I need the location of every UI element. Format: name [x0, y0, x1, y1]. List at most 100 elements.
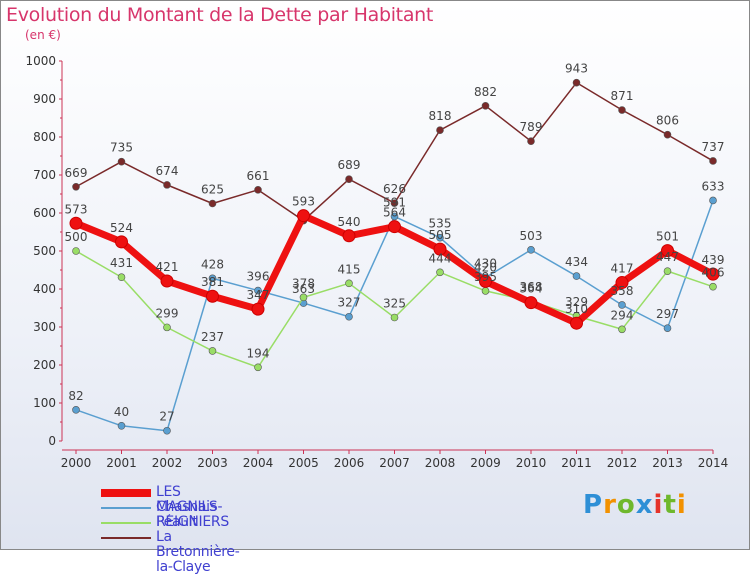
- data-label: 737: [702, 140, 725, 154]
- data-point: [570, 316, 583, 330]
- data-label: 417: [611, 262, 634, 276]
- data-point: [618, 106, 626, 114]
- data-label: 505: [429, 228, 452, 242]
- x-tick-label: 2005: [288, 456, 319, 470]
- data-point: [251, 302, 265, 316]
- x-tick-label: 2010: [516, 456, 547, 470]
- y-tick-label: 100: [33, 396, 56, 410]
- legend-label: Chasnais: [156, 499, 217, 515]
- data-point: [254, 186, 262, 194]
- data-point: [163, 323, 171, 332]
- data-label: 297: [656, 307, 679, 321]
- data-point: [342, 229, 356, 243]
- data-point: [160, 274, 174, 288]
- x-tick-label: 2003: [197, 456, 228, 470]
- y-tick-label: 200: [33, 358, 56, 372]
- x-tick-label: 2007: [379, 456, 410, 470]
- y-tick-label: 1000: [25, 54, 56, 68]
- data-label: 378: [292, 276, 315, 290]
- x-tick-label: 2013: [652, 456, 683, 470]
- data-label: 789: [520, 120, 543, 134]
- data-label: 444: [429, 251, 452, 265]
- data-point: [117, 421, 126, 430]
- data-point: [709, 196, 717, 205]
- data-label: 27: [159, 410, 174, 424]
- data-point: [479, 274, 492, 288]
- x-tick-label: 2012: [607, 456, 638, 470]
- data-label: 434: [565, 255, 588, 269]
- legend-swatch: [101, 537, 151, 539]
- data-label: 669: [65, 166, 88, 180]
- data-label: 943: [565, 62, 588, 76]
- data-label: 661: [247, 169, 270, 183]
- data-label: 689: [338, 158, 361, 172]
- data-point: [390, 212, 399, 221]
- data-point: [436, 268, 444, 277]
- data-point: [299, 293, 308, 302]
- data-point: [163, 426, 171, 435]
- data-label: 818: [429, 109, 452, 123]
- data-label: 237: [201, 330, 224, 344]
- data-point: [69, 216, 83, 230]
- data-point: [72, 406, 80, 414]
- data-point: [117, 273, 126, 282]
- data-label: 395: [474, 270, 497, 284]
- data-label: 294: [611, 308, 634, 322]
- data-label: 735: [110, 141, 133, 155]
- data-label: 381: [201, 275, 224, 289]
- data-point: [663, 324, 672, 332]
- data-point: [206, 289, 219, 303]
- y-tick-label: 500: [33, 244, 56, 258]
- data-point: [527, 246, 535, 254]
- legend-swatch: [101, 489, 151, 497]
- data-label: 415: [338, 262, 361, 276]
- data-point: [390, 313, 399, 322]
- data-point: [663, 130, 672, 139]
- data-point: [661, 244, 674, 258]
- data-label: 430: [474, 257, 497, 271]
- data-point: [618, 325, 626, 334]
- y-tick-label: 400: [33, 282, 56, 296]
- data-label: 439: [702, 253, 725, 267]
- data-label: 368: [520, 280, 543, 294]
- data-label: 329: [565, 295, 588, 309]
- data-label: 674: [156, 164, 179, 178]
- data-point: [163, 181, 171, 189]
- data-point: [345, 279, 353, 288]
- legend-label: Péault: [156, 514, 198, 530]
- data-point: [709, 282, 717, 291]
- x-tick-label: 2002: [152, 456, 183, 470]
- data-label: 633: [702, 179, 725, 193]
- data-label: 325: [383, 297, 406, 311]
- data-point: [615, 276, 629, 290]
- data-label: 421: [156, 260, 179, 274]
- data-label: 431: [110, 256, 133, 270]
- data-label: 540: [338, 215, 361, 229]
- data-label: 882: [474, 85, 497, 99]
- data-point: [481, 287, 490, 295]
- data-point: [72, 247, 80, 255]
- data-label: 327: [338, 296, 361, 310]
- data-label: 591: [383, 195, 406, 209]
- legend-swatch: [101, 522, 151, 524]
- data-point: [481, 102, 490, 110]
- chart-unit: (en €): [25, 28, 61, 42]
- x-tick-label: 2004: [243, 456, 274, 470]
- x-tick-label: 2000: [61, 456, 92, 470]
- chart-title: Evolution du Montant de la Dette par Hab…: [6, 4, 434, 26]
- data-label: 299: [156, 306, 179, 320]
- data-point: [345, 312, 353, 321]
- x-tick-label: 2014: [698, 456, 729, 470]
- data-label: 194: [247, 346, 270, 360]
- x-tick-label: 2009: [470, 456, 501, 470]
- data-point: [524, 296, 538, 310]
- data-point: [663, 267, 672, 275]
- y-tick-label: 800: [33, 130, 56, 144]
- x-tick-label: 2008: [425, 456, 456, 470]
- data-label: 82: [68, 389, 83, 403]
- data-point: [433, 242, 447, 256]
- data-point: [436, 233, 444, 242]
- data-label: 573: [65, 202, 88, 216]
- data-point: [572, 78, 581, 87]
